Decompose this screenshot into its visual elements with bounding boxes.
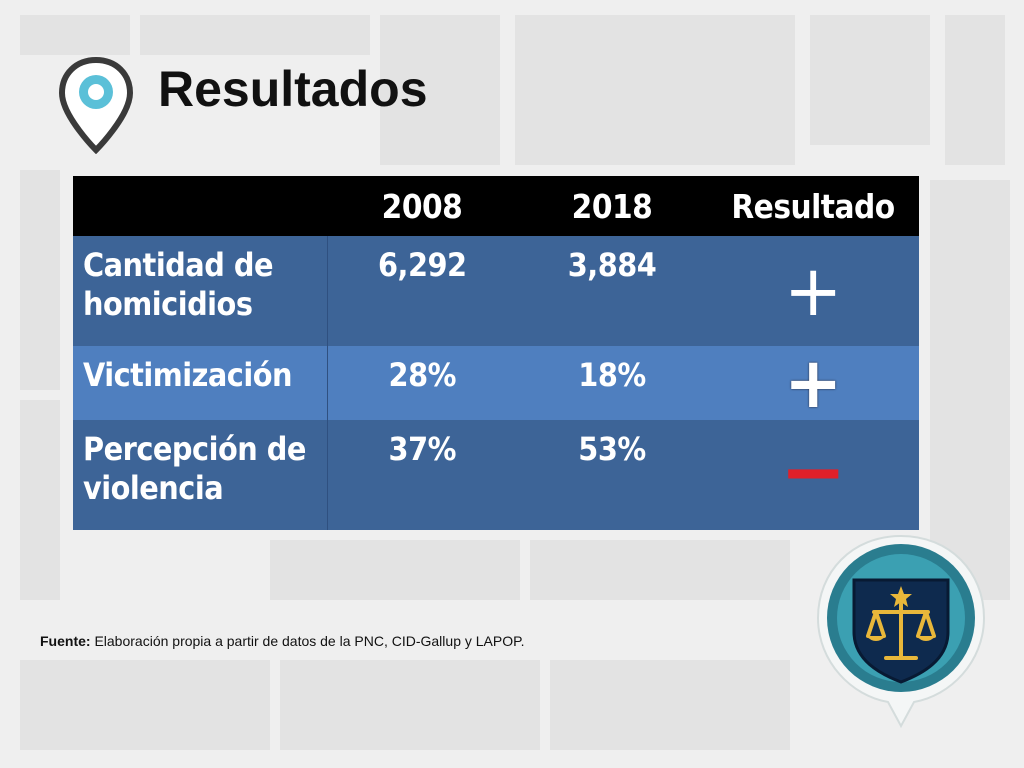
header-resultado: Resultado: [707, 176, 919, 236]
value-2008: 37%: [327, 420, 517, 530]
justice-scales-badge-icon: [816, 534, 986, 729]
result-minus-icon: −: [707, 420, 919, 530]
table-row: Cantidad de homicidios 6,292 3,884 +: [73, 236, 919, 346]
source-note: Fuente: Elaboración propia a partir de d…: [40, 633, 525, 649]
table-row: Victimización 28% 18% +: [73, 346, 919, 420]
results-table: 2008 2018 Resultado Cantidad de homicidio…: [73, 176, 919, 530]
row-label: Percepción de violencia: [73, 420, 328, 530]
table-row: Percepción de violencia 37% 53% −: [73, 420, 919, 530]
map-pin-icon: [58, 56, 134, 154]
header-2018: 2018: [517, 176, 707, 236]
value-2008: 28%: [327, 346, 517, 420]
result-plus-icon: +: [707, 346, 919, 420]
value-2018: 18%: [517, 346, 707, 420]
row-label: Victimización: [73, 346, 328, 420]
header-empty: [73, 176, 327, 236]
value-2018: 3,884: [517, 236, 707, 346]
result-plus-icon: +: [707, 236, 919, 346]
page-title: Resultados: [158, 61, 428, 117]
row-label: Cantidad de homicidios: [73, 236, 328, 346]
header-2008: 2008: [327, 176, 517, 236]
value-2008: 6,292: [327, 236, 517, 346]
value-2018: 53%: [517, 420, 707, 530]
table-header-row: 2008 2018 Resultado: [73, 176, 919, 236]
